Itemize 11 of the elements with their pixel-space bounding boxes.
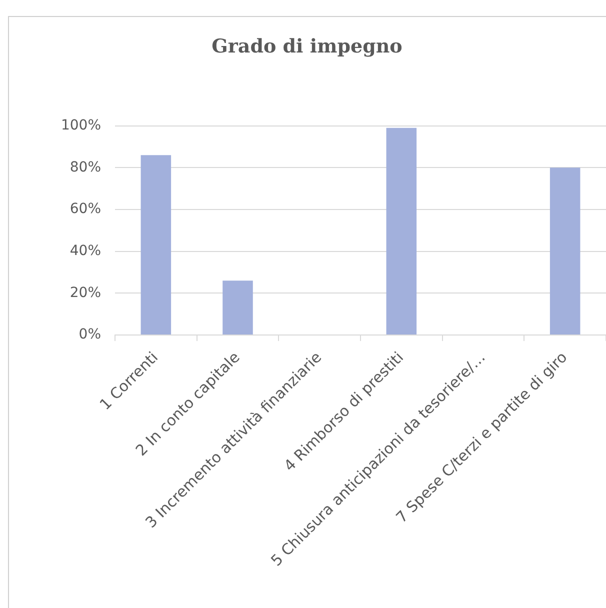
chart-title: Grado di impegno [212, 35, 402, 58]
bar [222, 280, 253, 334]
y-tick-label: 60% [70, 201, 101, 218]
y-tick-label: 80% [70, 159, 101, 176]
bar [550, 168, 580, 334]
y-tick-label: 20% [70, 284, 101, 301]
bar [386, 128, 417, 334]
y-tick-label: 40% [70, 242, 101, 259]
y-tick-label: 100% [60, 117, 101, 134]
bar [140, 155, 172, 334]
y-tick-label: 0% [78, 326, 101, 343]
